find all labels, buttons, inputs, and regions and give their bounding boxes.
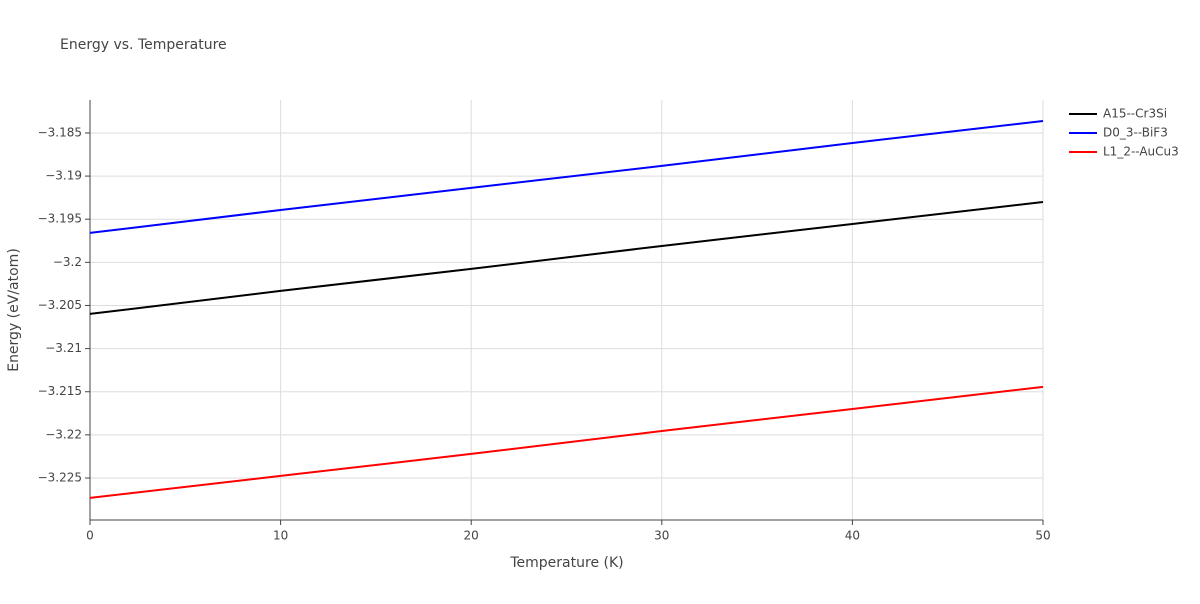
x-tick-label: 10 — [273, 529, 288, 543]
x-tick-label: 40 — [845, 529, 860, 543]
y-tick-label: −3.185 — [38, 125, 82, 139]
y-tick-label: −3.215 — [38, 384, 82, 398]
legend-label: A15--Cr3Si — [1103, 107, 1167, 121]
y-tick-label: −3.205 — [38, 298, 82, 312]
y-tick-label: −3.21 — [45, 341, 82, 355]
series-line — [89, 200, 1044, 315]
x-tick-label: 20 — [464, 529, 479, 543]
legend-label: L1_2--AuCu3 — [1103, 145, 1179, 159]
y-tick-label: −3.195 — [38, 212, 82, 226]
y-tick-label: −3.225 — [38, 470, 82, 484]
x-tick-label: 30 — [654, 529, 669, 543]
series-line — [89, 385, 1044, 499]
x-axis-label: Temperature (K) — [509, 555, 623, 571]
y-tick-label: −3.19 — [45, 169, 82, 183]
legend-label: D0_3--BiF3 — [1103, 126, 1168, 140]
y-tick-label: −3.2 — [53, 255, 82, 269]
y-tick-label: −3.22 — [45, 427, 82, 441]
x-tick-label: 0 — [86, 529, 94, 543]
x-tick-label: 50 — [1035, 529, 1050, 543]
series-line — [89, 119, 1044, 234]
chart-title: Energy vs. Temperature — [60, 37, 227, 53]
y-axis-label: Energy (eV/atom) — [6, 248, 22, 372]
